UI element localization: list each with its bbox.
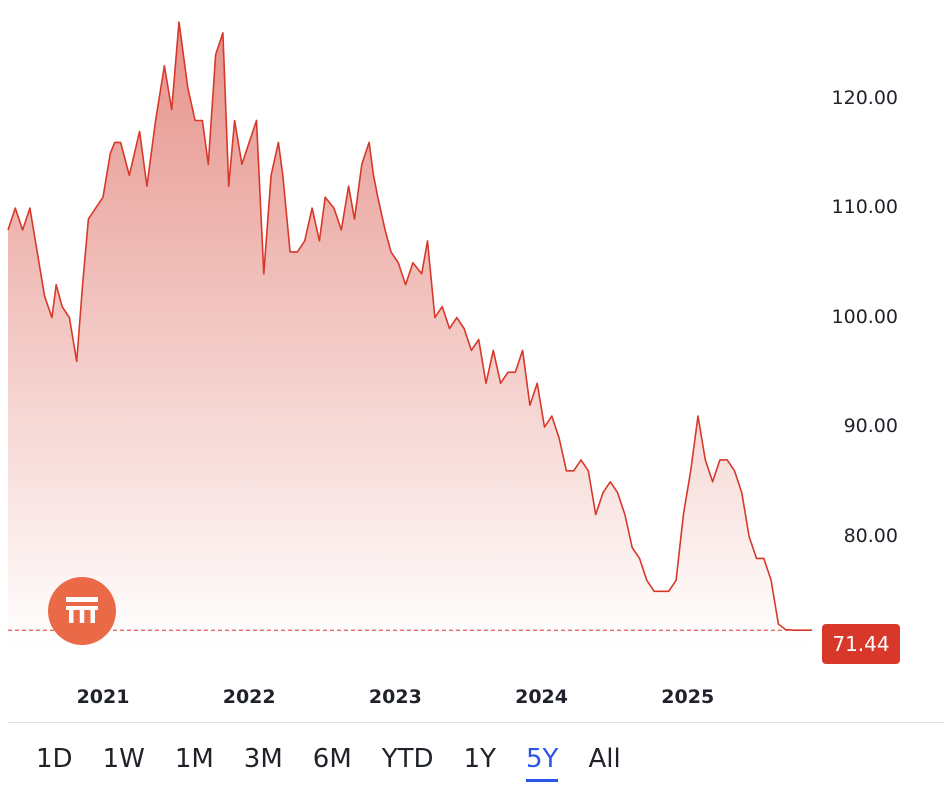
range-tab-3m[interactable]: 3M [243,744,283,774]
range-tab-1y[interactable]: 1Y [463,744,496,774]
range-tab-1w[interactable]: 1W [102,744,145,774]
time-range-selector: 1D 1W 1M 3M 6M YTD 1Y 5Y All [36,746,651,782]
divider [8,722,944,723]
y-tick-label: 120.00 [831,86,898,109]
x-tick-label: 2024 [515,686,569,708]
range-tab-6m[interactable]: 6M [312,744,352,774]
range-tab-ytd[interactable]: YTD [381,744,434,774]
y-tick-label: 100.00 [831,305,898,328]
range-tab-1d[interactable]: 1D [36,744,73,774]
price-series-line [7,21,812,631]
x-tick-label: 2021 [76,686,130,708]
x-tick-label: 2025 [661,686,715,708]
company-logo [48,577,116,645]
x-tick-label: 2023 [368,686,422,708]
price-chart[interactable] [0,0,944,720]
y-tick-label: 90.00 [843,415,898,438]
y-tick-label: 80.00 [843,524,898,547]
range-tab-5y[interactable]: 5Y [526,746,559,782]
bank-building-icon [66,597,98,623]
range-tab-all[interactable]: All [588,744,621,774]
y-tick-label: 110.00 [831,196,898,219]
last-price-badge: 71.44 [822,624,900,664]
price-area-fill [8,22,812,646]
range-tab-1m[interactable]: 1M [174,744,214,774]
x-tick-label: 2022 [222,686,276,708]
